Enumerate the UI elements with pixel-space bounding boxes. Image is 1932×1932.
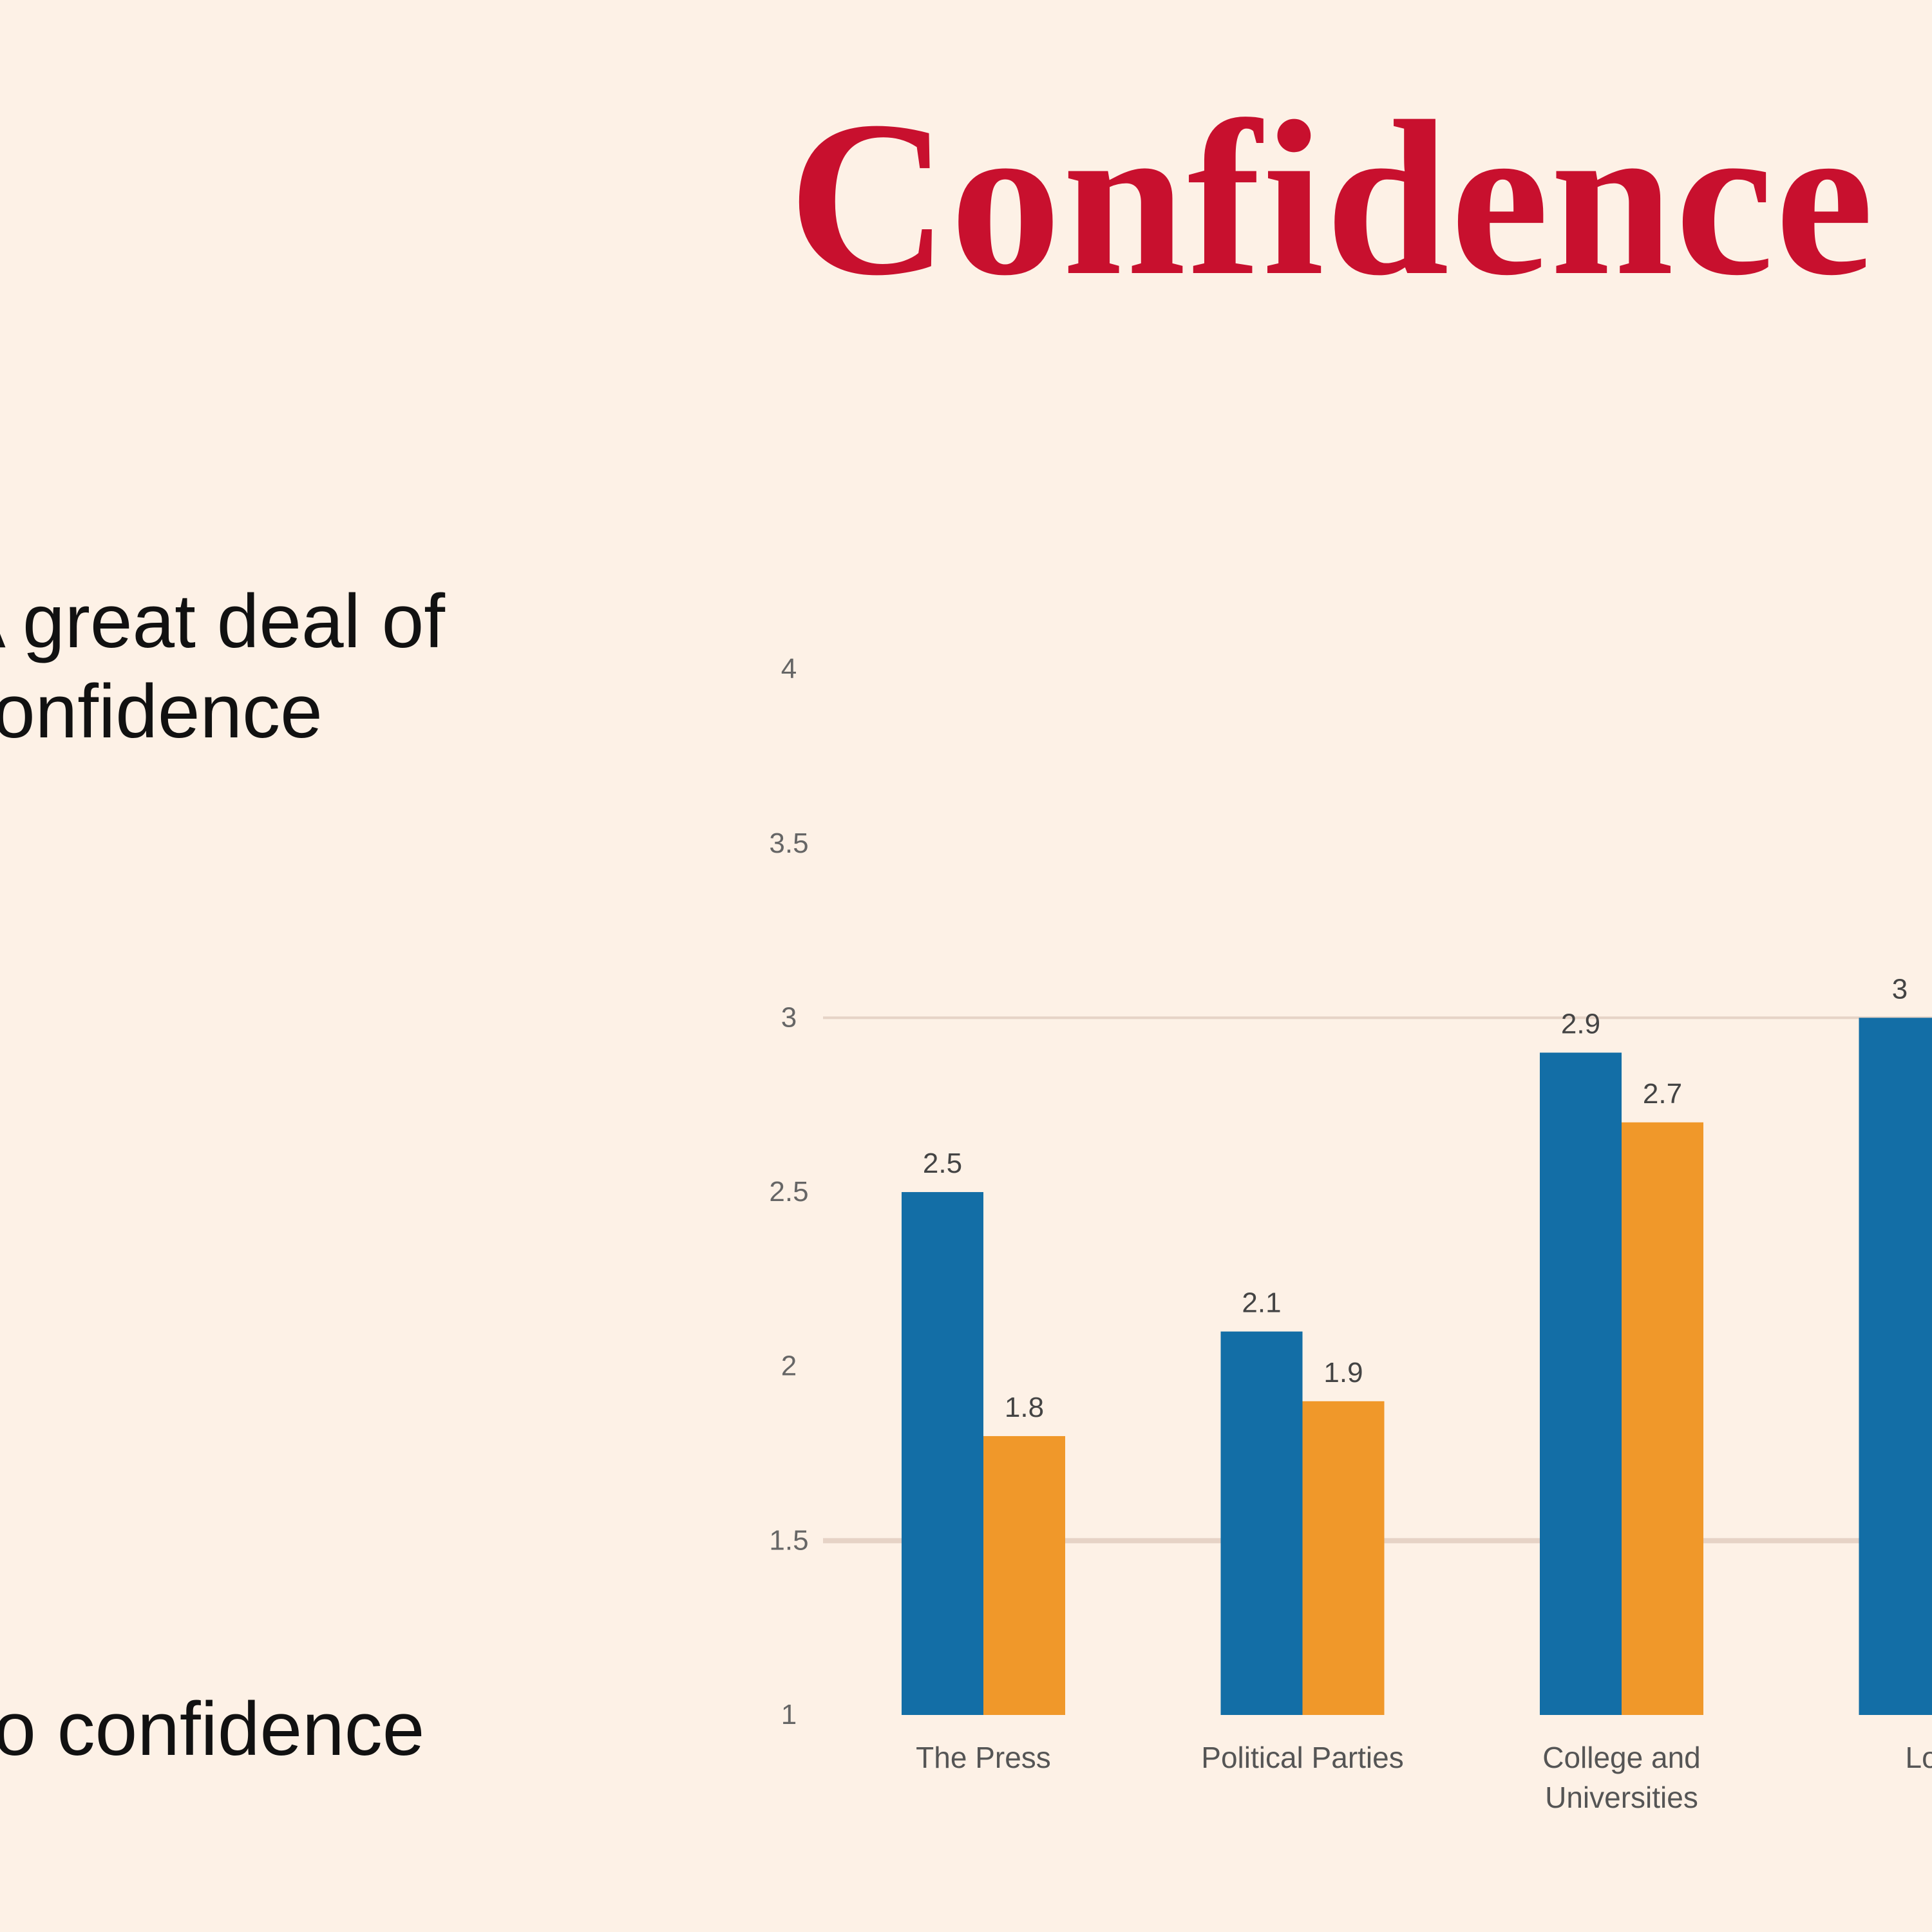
scale-top-line-1: A great deal of (0, 579, 446, 664)
data-label: 2.7 (1643, 1078, 1682, 1110)
scale-top-label: A great deal of confidence (0, 576, 445, 757)
bar-1 (1220, 1331, 1303, 1715)
y-tick-label: 3 (781, 1001, 797, 1033)
scale-top-line-2: confidence (0, 669, 323, 754)
slide-title: Confidence (788, 75, 1875, 321)
y-tick-label: 2 (781, 1350, 797, 1382)
bar-2 (1302, 1401, 1385, 1715)
x-tick-label: College and (1542, 1741, 1701, 1774)
x-tick-label: Universities (1545, 1781, 1698, 1814)
y-tick-label: 3.5 (769, 828, 808, 859)
bar-1 (1859, 1018, 1932, 1715)
bar-2 (1622, 1122, 1703, 1715)
x-tick-label: The Press (916, 1741, 1051, 1774)
bar-1 (902, 1192, 983, 1715)
y-tick-label: 1.5 (769, 1524, 808, 1556)
data-label: 3 (1892, 973, 1908, 1005)
scale-bottom-label: No confidence (0, 1687, 425, 1772)
y-tick-label: 4 (781, 653, 797, 685)
x-tick-label: Political Parties (1201, 1741, 1403, 1774)
x-tick-label: Local (1906, 1741, 1932, 1774)
y-tick-label: 1 (781, 1699, 797, 1730)
data-label: 1.9 (1323, 1357, 1363, 1388)
bar-2 (983, 1435, 1065, 1715)
data-label: 2.5 (923, 1148, 962, 1179)
data-label: 1.8 (1005, 1392, 1044, 1423)
y-tick-label: 2.5 (769, 1176, 808, 1208)
bar-1 (1540, 1052, 1622, 1715)
data-label: 2.1 (1242, 1287, 1281, 1319)
data-label: 2.9 (1561, 1009, 1600, 1040)
